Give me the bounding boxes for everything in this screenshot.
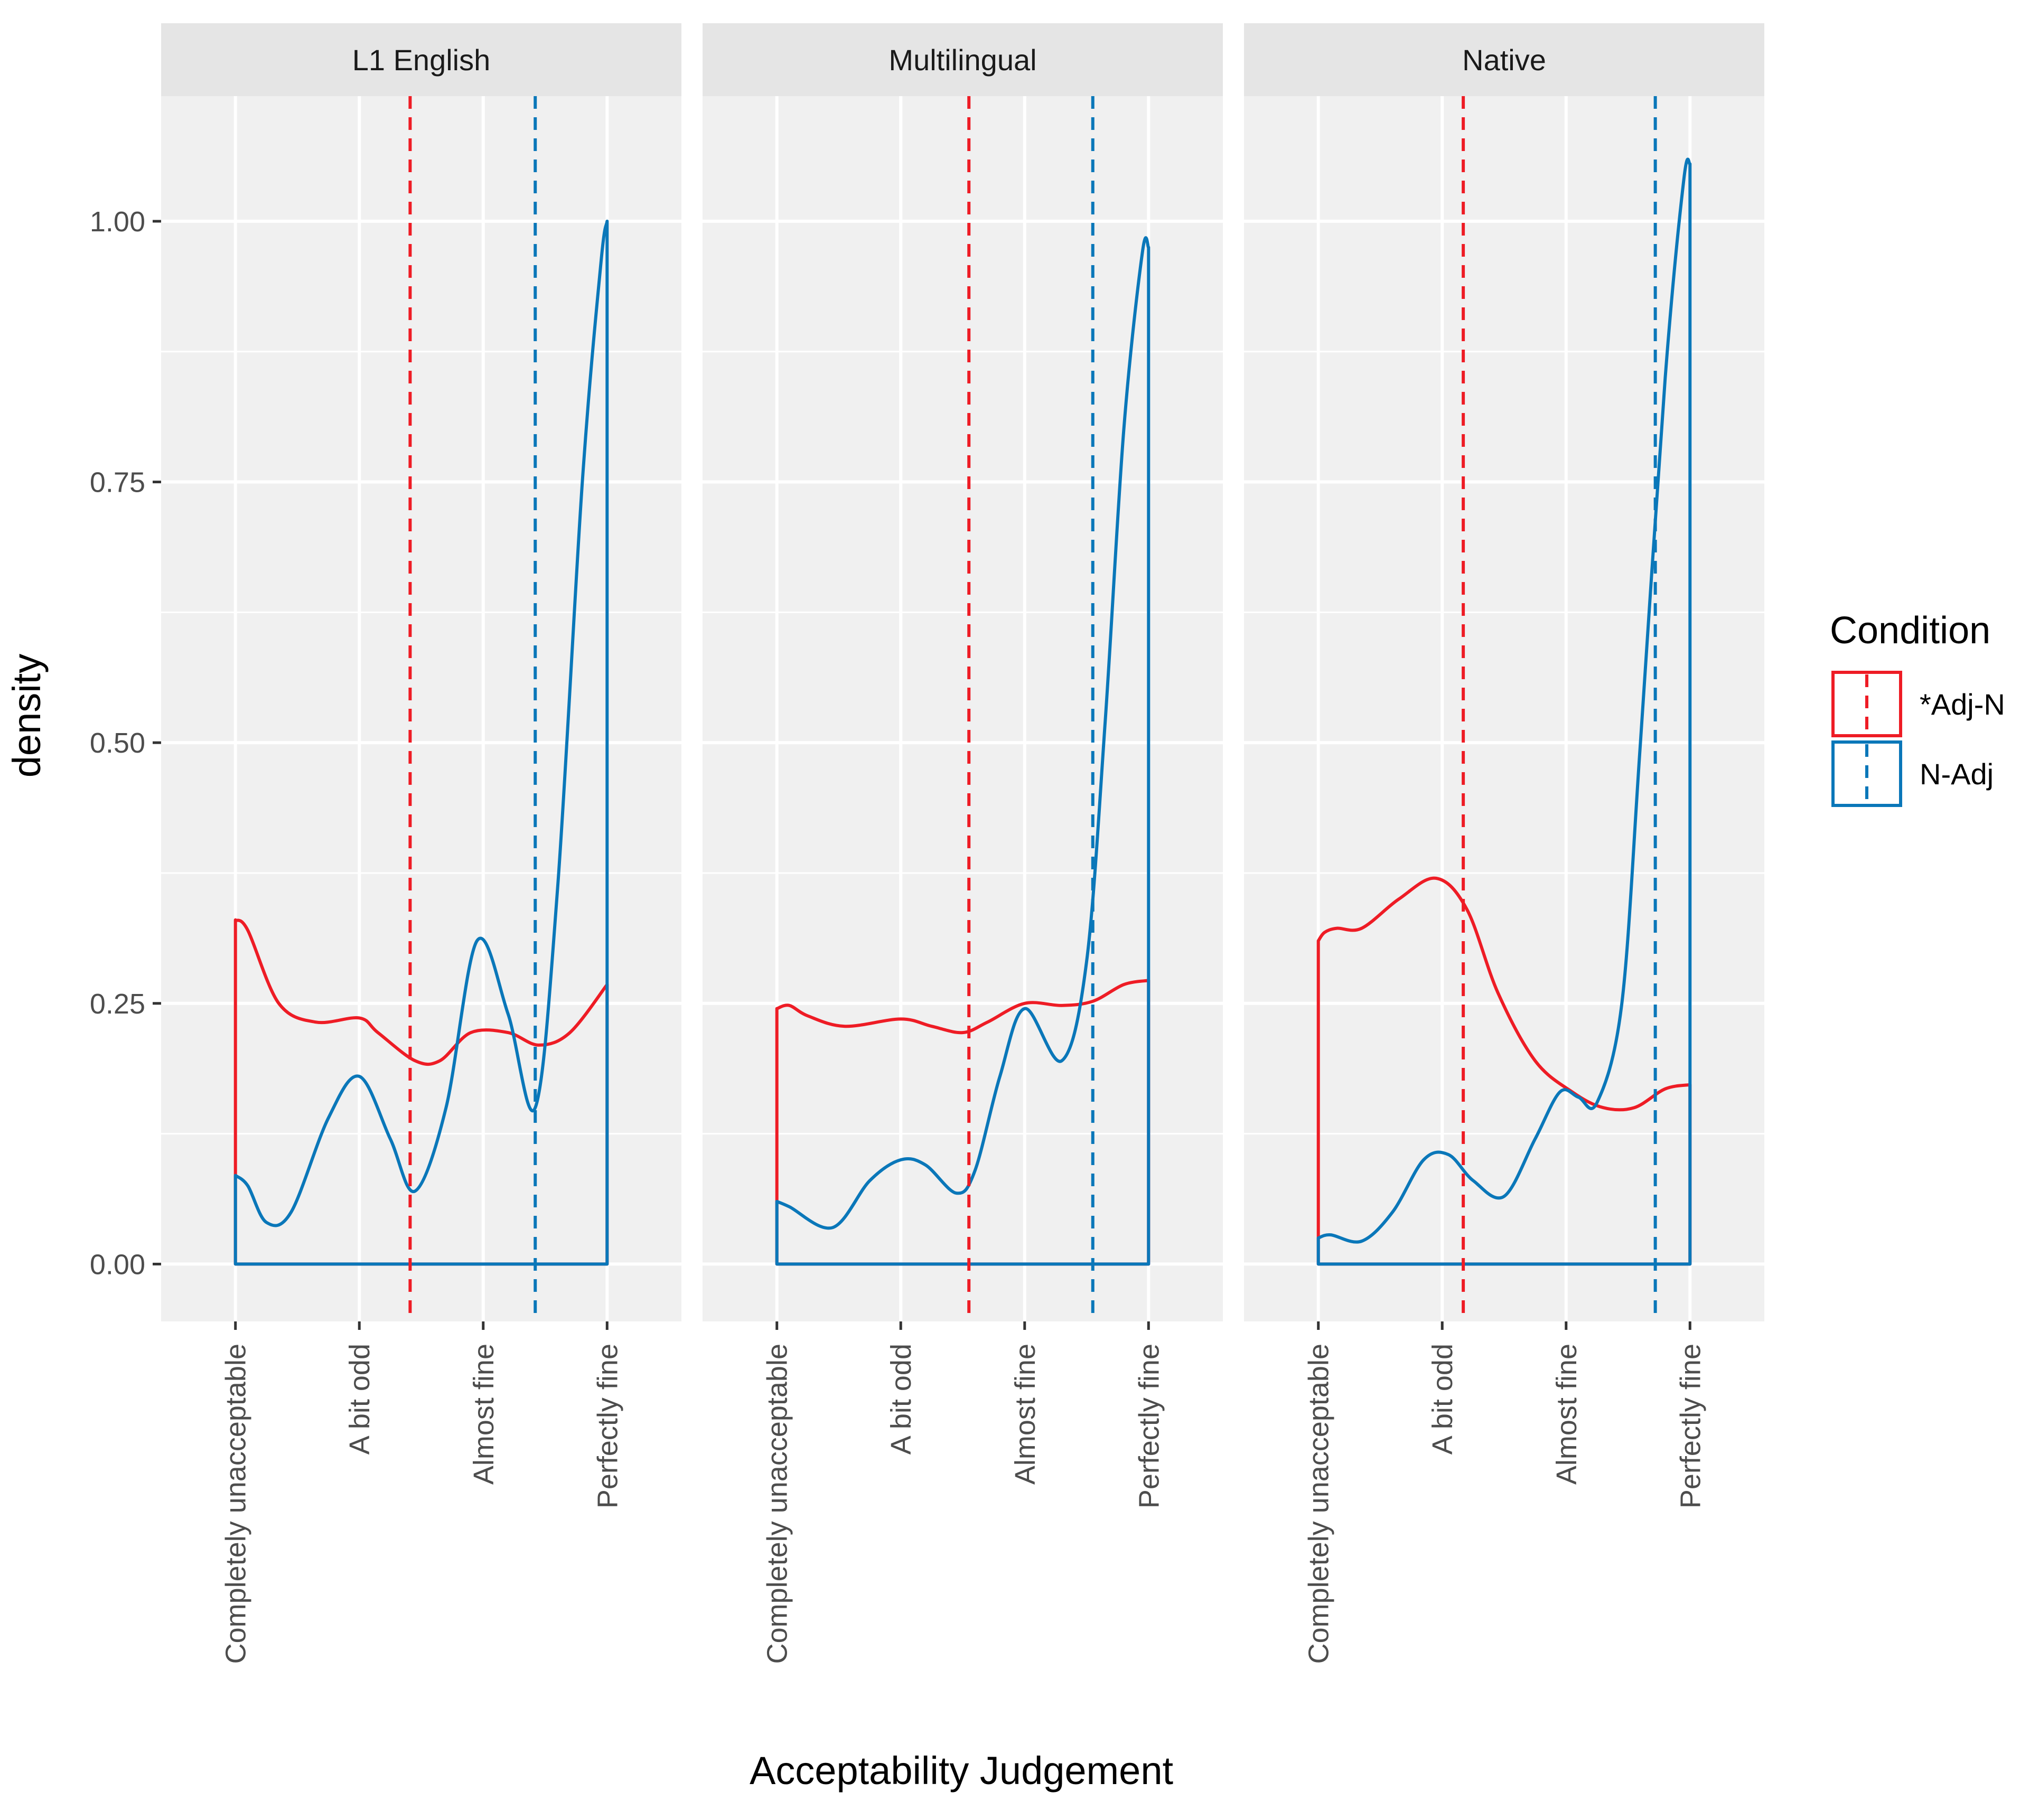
- density-curve-n_adj: [1316, 157, 1692, 1266]
- x-tick-label: A bit odd: [344, 1344, 376, 1455]
- y-axis-title: density: [5, 654, 49, 777]
- panels-layer: L1 English Completely unacceptable A bit o…: [161, 23, 1764, 1664]
- facet-panel: Multilingual Completely unacceptable A bit…: [703, 23, 1223, 1664]
- legend-label: *Adj-N: [1920, 688, 2005, 721]
- panel-background: [1244, 96, 1764, 1321]
- density-curve-n_adj: [233, 219, 609, 1266]
- y-tick-label: 0.50: [90, 727, 145, 759]
- facet-panel: L1 English Completely unacceptable A bit o…: [161, 23, 681, 1664]
- facet-strip-label: L1 English: [352, 43, 491, 77]
- density-curve-adj_n: [775, 979, 1151, 1266]
- x-tick-label: Completely unacceptable: [220, 1344, 252, 1664]
- legend-entry: N-Adj: [1831, 740, 1994, 807]
- x-tick-label: Completely unacceptable: [1303, 1344, 1335, 1664]
- panel-background: [703, 96, 1223, 1321]
- x-tick-label: Almost fine: [1009, 1344, 1041, 1485]
- y-tick-label: 0.00: [90, 1249, 145, 1280]
- y-tick-label: 0.25: [90, 988, 145, 1020]
- facet-panel: Native Completely unacceptable A bit odd Al…: [1244, 23, 1764, 1664]
- x-tick-label: Almost fine: [1551, 1344, 1583, 1485]
- x-tick-label: Perfectly fine: [592, 1344, 623, 1508]
- facet-strip: [161, 23, 681, 96]
- facet-strip-label: Native: [1462, 43, 1546, 77]
- legend-title: Condition: [1830, 609, 1990, 652]
- x-axis-title: Acceptability Judgement: [750, 1749, 1174, 1793]
- facet-strip-label: Multilingual: [888, 43, 1036, 77]
- y-tick-label: 1.00: [90, 206, 145, 238]
- legend-entries: *Adj-N N-Adj: [1831, 671, 2005, 807]
- legend-label: N-Adj: [1920, 757, 1994, 791]
- facet-strip: [1244, 23, 1764, 96]
- x-tick-label: Perfectly fine: [1133, 1344, 1165, 1508]
- y-axis: 0.00 0.25 0.50 0.75 1.00: [90, 206, 161, 1280]
- legend: Condition *Adj-N N-Adj: [1830, 609, 2005, 807]
- y-tick-label: 0.75: [90, 467, 145, 499]
- facet-strip: [703, 23, 1223, 96]
- density-curve-adj_n: [1316, 876, 1692, 1266]
- x-tick-label: A bit odd: [1427, 1344, 1458, 1455]
- legend-entry: *Adj-N: [1831, 671, 2005, 737]
- x-tick-label: A bit odd: [885, 1344, 917, 1455]
- x-tick-label: Almost fine: [468, 1344, 500, 1485]
- density-curve-n_adj: [775, 236, 1151, 1266]
- x-tick-label: Completely unacceptable: [762, 1344, 793, 1664]
- x-tick-label: Perfectly fine: [1675, 1344, 1706, 1508]
- density-curve-adj_n: [233, 918, 609, 1266]
- panel-background: [161, 96, 681, 1321]
